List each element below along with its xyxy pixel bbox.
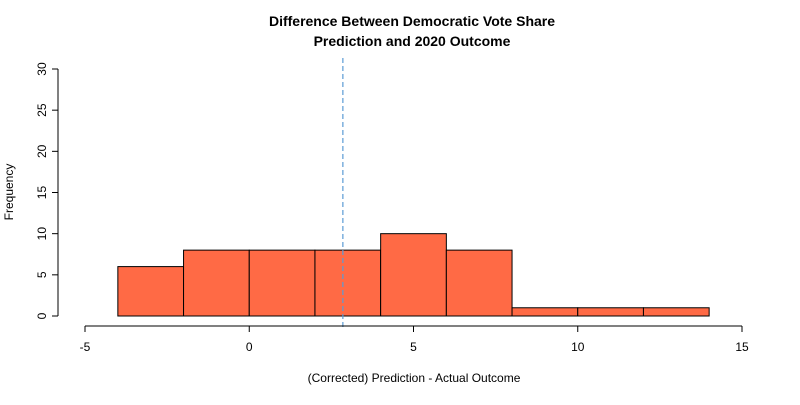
x-tick-label-3: 10 [571, 340, 585, 354]
y-tick-label-0: 0 [35, 312, 49, 319]
histogram-bar-4 [380, 233, 447, 317]
chart-title-line-2: Prediction and 2020 Outcome [314, 33, 511, 49]
histogram-bar-5 [445, 249, 513, 317]
histogram-bar-6 [511, 307, 579, 317]
y-tick-label-1: 5 [35, 271, 49, 278]
histogram-bar-8 [642, 307, 710, 317]
x-axis-label: (Corrected) Prediction - Actual Outcome [308, 371, 521, 385]
chart-title-line-1: Difference Between Democratic Vote Share [269, 13, 555, 29]
histogram-bar-7 [577, 307, 644, 317]
y-tick-label-5: 25 [35, 103, 49, 117]
histogram-bar-2 [248, 249, 316, 317]
x-tick-label-2: 5 [410, 340, 417, 354]
axes-layer: -5 0 5 10 15 0 5 10 15 20 25 30 [35, 62, 749, 354]
y-tick-label-2: 10 [35, 227, 49, 241]
y-tick-label-4: 20 [35, 144, 49, 158]
x-tick-label-4: 15 [735, 340, 749, 354]
y-tick-label-6: 30 [35, 62, 49, 76]
x-tick-label-0: -5 [80, 340, 91, 354]
y-axis-label: Frequency [2, 164, 16, 221]
histogram-bar-1 [183, 249, 250, 317]
histogram-bar-0 [117, 266, 185, 317]
bars-layer [117, 233, 710, 317]
x-tick-label-1: 0 [246, 340, 253, 354]
histogram-bar-3 [314, 249, 382, 317]
y-tick-label-3: 15 [35, 186, 49, 200]
